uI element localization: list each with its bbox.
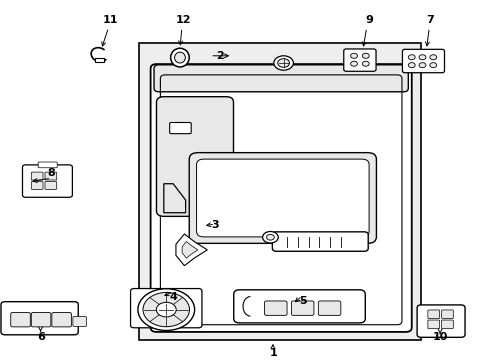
FancyBboxPatch shape: [31, 172, 43, 180]
Text: 1: 1: [269, 348, 277, 358]
Polygon shape: [163, 184, 185, 213]
FancyBboxPatch shape: [156, 97, 233, 216]
FancyBboxPatch shape: [402, 49, 444, 73]
FancyBboxPatch shape: [1, 302, 78, 335]
FancyBboxPatch shape: [31, 181, 43, 189]
Text: 9: 9: [365, 15, 372, 25]
FancyBboxPatch shape: [233, 290, 365, 323]
Circle shape: [407, 55, 414, 60]
FancyBboxPatch shape: [45, 172, 57, 180]
Polygon shape: [176, 234, 207, 266]
Text: 7: 7: [426, 15, 433, 25]
FancyBboxPatch shape: [11, 312, 30, 327]
Circle shape: [262, 231, 278, 243]
Bar: [139, 43, 420, 340]
FancyBboxPatch shape: [441, 320, 452, 329]
FancyBboxPatch shape: [154, 65, 407, 92]
FancyBboxPatch shape: [73, 316, 86, 327]
FancyBboxPatch shape: [441, 310, 452, 319]
Ellipse shape: [170, 48, 189, 67]
FancyBboxPatch shape: [169, 122, 191, 134]
Circle shape: [429, 55, 436, 60]
Text: 12: 12: [175, 15, 191, 25]
Circle shape: [156, 302, 176, 317]
FancyBboxPatch shape: [272, 232, 367, 251]
Circle shape: [266, 234, 274, 240]
Circle shape: [418, 63, 425, 68]
Circle shape: [429, 63, 436, 68]
FancyBboxPatch shape: [427, 320, 439, 329]
FancyBboxPatch shape: [150, 64, 411, 332]
Polygon shape: [182, 242, 197, 258]
FancyBboxPatch shape: [130, 289, 202, 328]
Circle shape: [407, 63, 414, 68]
FancyBboxPatch shape: [343, 49, 375, 71]
Text: 4: 4: [169, 292, 177, 302]
Circle shape: [418, 55, 425, 60]
FancyBboxPatch shape: [189, 153, 376, 243]
Circle shape: [142, 292, 189, 327]
Text: 8: 8: [47, 168, 55, 178]
FancyBboxPatch shape: [52, 312, 71, 327]
FancyBboxPatch shape: [31, 312, 51, 327]
Text: 11: 11: [102, 15, 118, 25]
Text: 2: 2: [216, 51, 224, 61]
Circle shape: [350, 53, 357, 58]
FancyBboxPatch shape: [264, 301, 286, 315]
Circle shape: [273, 56, 293, 70]
Ellipse shape: [174, 52, 185, 63]
Circle shape: [362, 61, 368, 66]
Text: 5: 5: [299, 296, 306, 306]
FancyBboxPatch shape: [196, 159, 368, 237]
FancyBboxPatch shape: [291, 301, 313, 315]
Polygon shape: [151, 65, 410, 331]
FancyBboxPatch shape: [45, 181, 57, 189]
Circle shape: [277, 59, 289, 67]
Bar: [95, 58, 103, 62]
Text: 10: 10: [431, 332, 447, 342]
Text: 3: 3: [211, 220, 219, 230]
Text: 6: 6: [38, 332, 45, 342]
FancyBboxPatch shape: [416, 305, 464, 337]
Circle shape: [362, 53, 368, 58]
FancyBboxPatch shape: [427, 310, 439, 319]
Circle shape: [350, 61, 357, 66]
FancyBboxPatch shape: [38, 162, 57, 168]
FancyBboxPatch shape: [318, 301, 340, 315]
Circle shape: [138, 289, 194, 330]
FancyBboxPatch shape: [22, 165, 72, 197]
